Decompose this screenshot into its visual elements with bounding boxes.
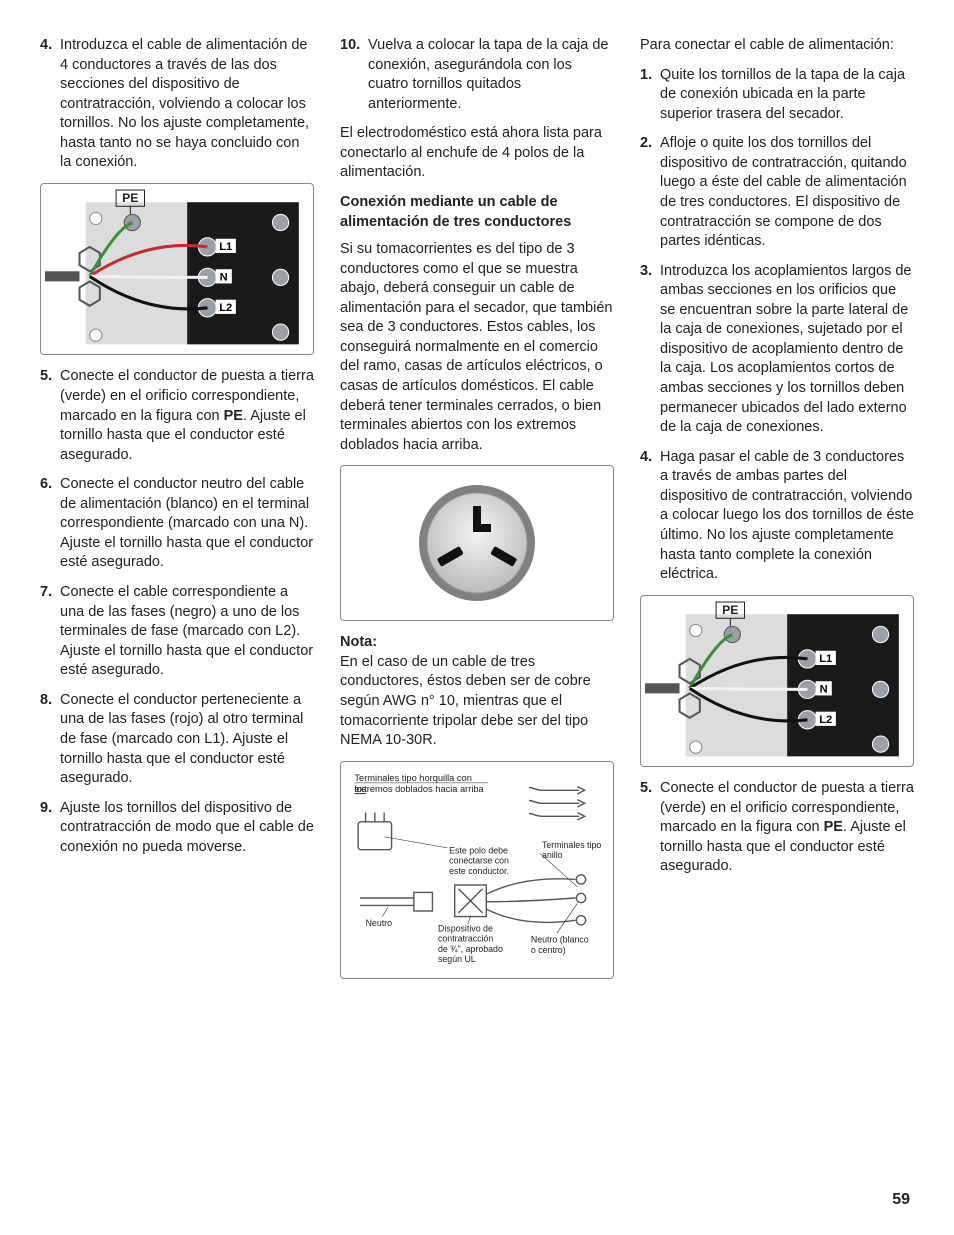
svg-text:N: N [220, 271, 228, 283]
step-number: 3. [640, 262, 652, 282]
note-text: En el caso de un cable de tres conductor… [340, 653, 614, 751]
svg-text:Neutro: Neutro [366, 917, 393, 927]
nema-outlet-icon [397, 478, 557, 608]
wiring-figure-1: PE [40, 183, 314, 355]
svg-text:contratracción: contratracción [438, 933, 493, 943]
step-number: 4. [40, 36, 52, 56]
steps-list-3b: 5. Conecte el conductor de puesta a tier… [640, 779, 914, 877]
step-number: 6. [40, 475, 52, 495]
svg-text:L1: L1 [819, 653, 832, 665]
step-text: Conecte el conductor de puesta a tierra … [60, 368, 314, 462]
outlet-figure [340, 465, 614, 621]
wiring-diagram-icon: PE L1 N [645, 600, 909, 762]
step-number: 5. [640, 779, 652, 799]
list-item: 2. Afloje o quite los dos tornillos del d… [640, 134, 914, 251]
list-item: 4. Haga pasar el cable de 3 conductores a… [640, 448, 914, 585]
step-text: Afloje o quite los dos tornillos del dis… [660, 135, 907, 249]
step-text: Conecte el conductor perteneciente a una… [60, 692, 303, 786]
steps-list-1b: 5. Conecte el conductor de puesta a tierr… [40, 367, 314, 857]
page-columns: 4. Introduzca el cable de alimentación d… [40, 36, 914, 991]
step-text: Conecte el conductor de puesta a tierra … [660, 780, 914, 874]
column-1: 4. Introduzca el cable de alimentación d… [40, 36, 314, 991]
step-number: 10. [340, 36, 360, 56]
step-text: Haga pasar el cable de 3 conductores a t… [660, 449, 914, 582]
svg-text:conectarse con: conectarse con [449, 855, 509, 865]
step-text: Ajuste los tornillos del dispositivo de … [60, 800, 314, 855]
note-heading: Nota: [340, 633, 614, 653]
step-text: Vuelva a colocar la tapa de la caja de c… [368, 37, 608, 112]
list-item: 4. Introduzca el cable de alimentación d… [40, 36, 314, 173]
list-item: 10. Vuelva a colocar la tapa de la caja … [340, 36, 614, 114]
paragraph: El electrodoméstico está ahora lista par… [340, 124, 614, 183]
svg-text:L2: L2 [819, 713, 832, 725]
list-item: 6. Conecte el conductor neutro del cable … [40, 475, 314, 573]
page-number: 59 [892, 1189, 910, 1211]
svg-text:de ¾", aprobado: de ¾", aprobado [438, 943, 503, 953]
svg-text:Este polo debe: Este polo debe [449, 845, 508, 855]
paragraph: Si su tomacorrientes es del tipo de 3 co… [340, 240, 614, 455]
svg-text:este conductor.: este conductor. [449, 865, 509, 875]
wiring-diagram-icon: PE [45, 188, 309, 350]
list-item: 8. Conecte el conductor perteneciente a u… [40, 691, 314, 789]
step-number: 8. [40, 691, 52, 711]
svg-text:Dispositivo de: Dispositivo de [438, 923, 493, 933]
svg-text:Terminales tipo horquilla con: Terminales tipo horquilla con [354, 773, 471, 783]
svg-text:Terminales tipo: Terminales tipo [542, 839, 601, 849]
terminal-figure: Terminales tipo horquilla con los extrem… [340, 761, 614, 979]
svg-text:según UL: según UL [438, 954, 476, 964]
svg-text:anillo: anillo [542, 850, 563, 860]
list-item: 3. Introduzca los acoplamientos largos de… [640, 262, 914, 438]
list-item: 1. Quite los tornillos de la tapa de la c… [640, 66, 914, 125]
list-item: 7. Conecte el cable correspondiente a una… [40, 583, 314, 681]
step-number: 2. [640, 134, 652, 154]
list-item: 5. Conecte el conductor de puesta a tierr… [40, 367, 314, 465]
step-number: 9. [40, 799, 52, 819]
step-number: 4. [640, 448, 652, 468]
step-text: Quite los tornillos de la tapa de la caj… [660, 67, 905, 122]
svg-text:PE: PE [122, 191, 138, 205]
step-number: 5. [40, 367, 52, 387]
step-number: 7. [40, 583, 52, 603]
list-item: 9. Ajuste los tornillos del dispositivo d… [40, 799, 314, 858]
column-3: Para conectar el cable de alimentación: … [640, 36, 914, 991]
steps-list-3a: 1. Quite los tornillos de la tapa de la c… [640, 66, 914, 585]
wiring-figure-2: PE L1 N [640, 595, 914, 767]
svg-text:extremos doblados hacia arriba: extremos doblados hacia arriba [354, 784, 484, 794]
step-text: Conecte el cable correspondiente a una d… [60, 584, 313, 678]
svg-text:PE: PE [722, 603, 738, 617]
cord-terminals-icon: Terminales tipo horquilla con los extrem… [347, 768, 607, 972]
step-text: Introduzca los acoplamientos largos de a… [660, 263, 911, 436]
steps-list-1a: 4. Introduzca el cable de alimentación d… [40, 36, 314, 173]
column-2: 10. Vuelva a colocar la tapa de la caja … [340, 36, 614, 991]
steps-list-2: 10. Vuelva a colocar la tapa de la caja … [340, 36, 614, 114]
list-item: 5. Conecte el conductor de puesta a tier… [640, 779, 914, 877]
step-text: Conecte el conductor neutro del cable de… [60, 476, 313, 570]
svg-text:Neutro (blanco: Neutro (blanco [531, 934, 589, 944]
step-number: 1. [640, 66, 652, 86]
section-heading: Conexión mediante un cable de alimentaci… [340, 193, 614, 232]
svg-text:N: N [820, 683, 828, 695]
svg-text:L1: L1 [219, 241, 232, 253]
intro-text: Para conectar el cable de alimentación: [640, 36, 914, 56]
svg-text:L2: L2 [219, 302, 232, 314]
step-text: Introduzca el cable de alimentación de 4… [60, 37, 309, 170]
svg-text:o centro): o centro) [531, 944, 566, 954]
